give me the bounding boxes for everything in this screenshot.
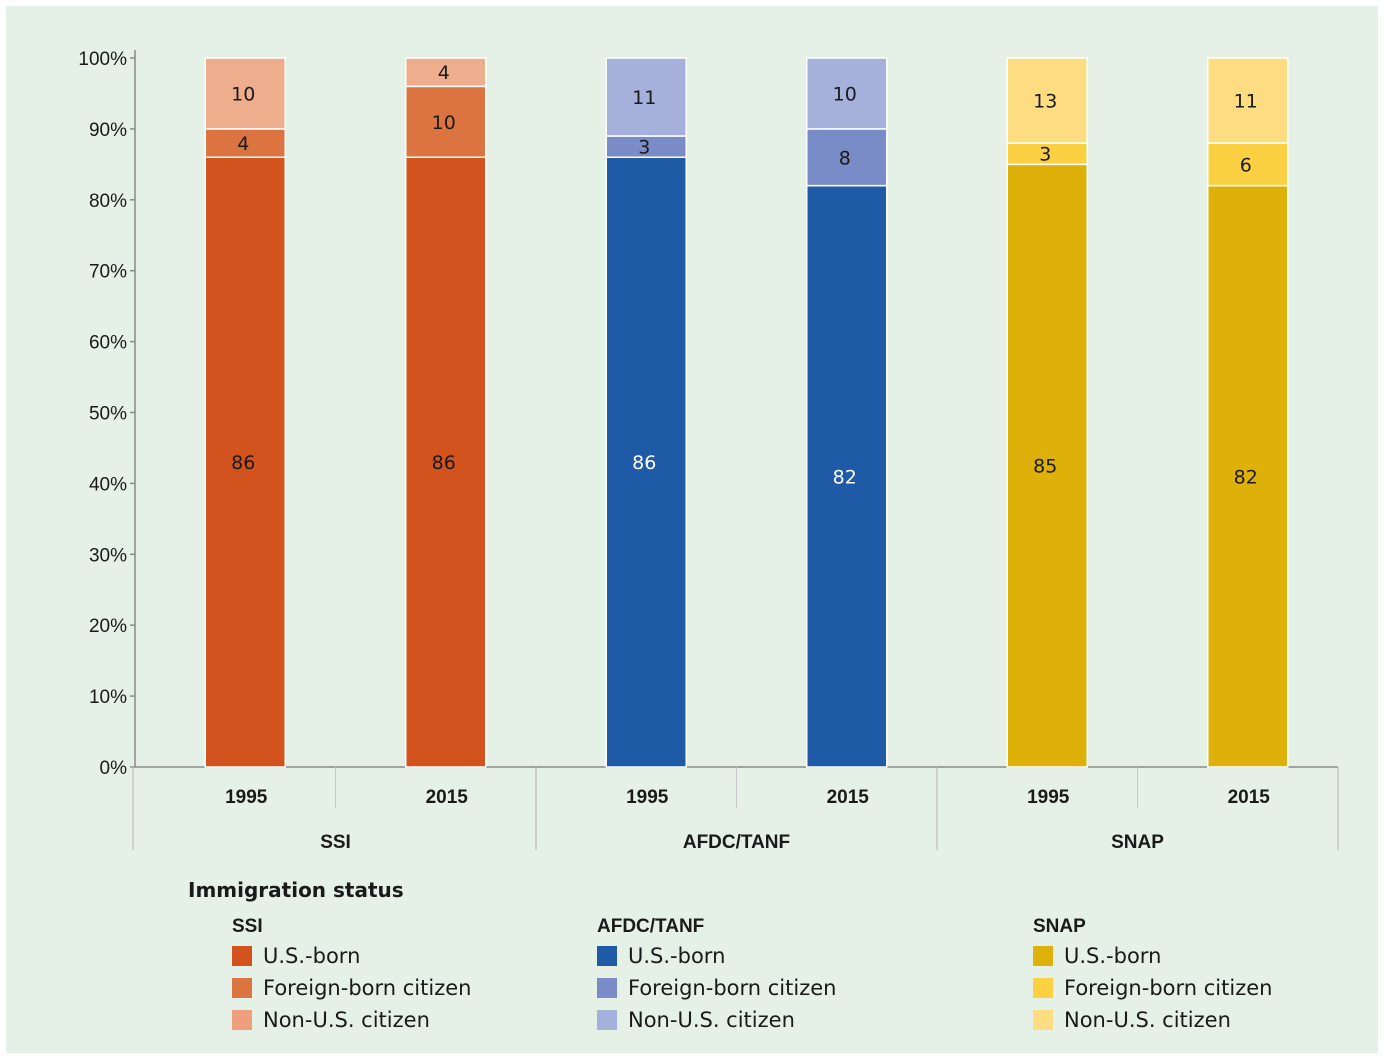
- y-tick-label: 70%: [89, 262, 127, 283]
- data-label: 13: [1033, 91, 1057, 113]
- bar-year-label: 2015: [1228, 787, 1271, 808]
- data-label: 10: [833, 83, 857, 105]
- y-tick-label: 100%: [78, 49, 127, 70]
- data-label: 6: [1240, 154, 1252, 176]
- y-tick-label: 60%: [89, 333, 127, 354]
- bar-segment: [204, 57, 286, 130]
- data-label: 86: [231, 452, 255, 474]
- data-label: 86: [632, 452, 656, 474]
- group-label: AFDC/TANF: [683, 832, 790, 853]
- bar-segment: [204, 128, 286, 159]
- bar-year-label: 1995: [1027, 787, 1070, 808]
- y-tick-label: 20%: [89, 616, 127, 637]
- y-tick-label: 30%: [89, 545, 127, 566]
- data-label: 82: [1234, 466, 1258, 488]
- data-label: 86: [432, 452, 456, 474]
- data-label: 4: [438, 62, 450, 84]
- data-label: 8: [839, 147, 851, 169]
- y-tick-label: 40%: [89, 474, 127, 495]
- group-label: SNAP: [1111, 832, 1164, 853]
- data-label: 3: [1039, 144, 1051, 166]
- bar-segment: [405, 85, 487, 159]
- data-label: 11: [632, 87, 656, 109]
- bar-segment: [1207, 57, 1289, 144]
- bar-year-label: 2015: [426, 787, 469, 808]
- bar-year-label: 1995: [225, 787, 268, 808]
- bar-segment: [1207, 184, 1289, 768]
- bar-segment: [405, 57, 487, 88]
- data-label: 85: [1033, 456, 1057, 478]
- y-tick-label: 90%: [89, 120, 127, 141]
- data-label: 10: [432, 112, 456, 134]
- bar-segment: [1006, 163, 1088, 768]
- bar-segment: [204, 156, 286, 768]
- data-label: 4: [237, 133, 249, 155]
- bar-segment: [605, 57, 687, 137]
- bar-year-label: 2015: [827, 787, 870, 808]
- bar-year-label: 1995: [626, 787, 669, 808]
- bar-segment: [806, 57, 888, 130]
- y-tick-label: 80%: [89, 191, 127, 212]
- y-tick-label: 10%: [89, 687, 127, 708]
- bar-segment: [806, 128, 888, 187]
- bar-segment: [806, 184, 888, 768]
- data-label: 3: [638, 137, 650, 159]
- group-label: SSI: [320, 832, 351, 853]
- data-label: 10: [231, 83, 255, 105]
- y-tick-label: 50%: [89, 404, 127, 425]
- data-label: 11: [1234, 91, 1258, 113]
- y-tick-label: 0%: [100, 758, 128, 779]
- bar-segment: [1006, 57, 1088, 144]
- data-label: 82: [833, 466, 857, 488]
- bar-segment: [605, 156, 687, 768]
